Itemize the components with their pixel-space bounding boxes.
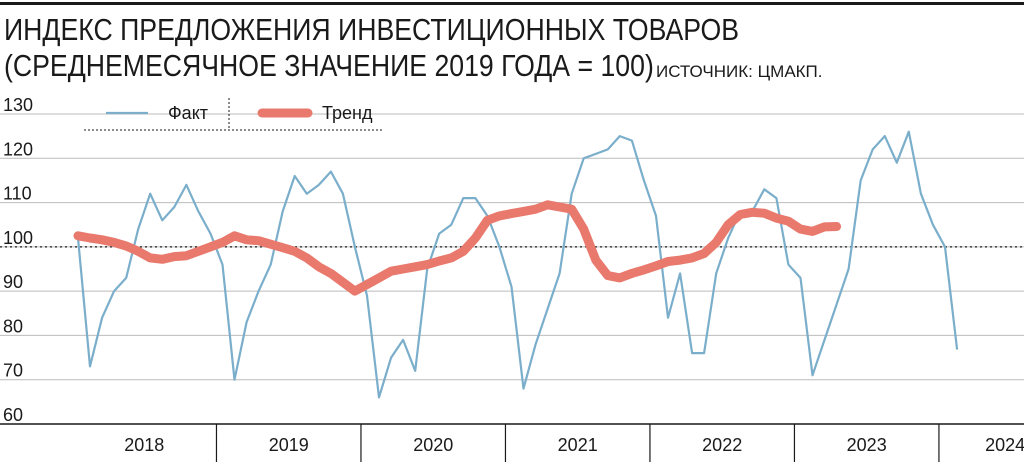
- top-rule: [0, 2, 1024, 5]
- series-fact-line: [76, 130, 959, 399]
- year-label-2022: 2022: [702, 435, 742, 455]
- y-tick-label-120: 120: [3, 139, 33, 159]
- year-label-2019: 2019: [269, 435, 309, 455]
- chart-source: ИСТОЧНИК: ЦМАКП.: [656, 62, 823, 81]
- year-label-2020: 2020: [413, 435, 453, 455]
- series-trend-line: [73, 200, 842, 296]
- year-label-2024: 2024: [985, 435, 1024, 455]
- y-tick-label-70: 70: [3, 361, 23, 381]
- y-tick-label-90: 90: [3, 272, 23, 292]
- y-tick-label-110: 110: [3, 184, 32, 204]
- year-label-2023: 2023: [847, 435, 887, 455]
- year-label-2021: 2021: [558, 435, 598, 455]
- y-tick-label-80: 80: [3, 316, 23, 336]
- y-tick-label-100: 100: [3, 228, 33, 248]
- year-label-2018: 2018: [124, 435, 164, 455]
- y-tick-label-60: 60: [3, 405, 23, 425]
- legend-label-fact: Факт: [168, 103, 208, 123]
- y-tick-label-130: 130: [3, 95, 33, 115]
- legend-label-trend: Тренд: [322, 103, 373, 123]
- chart-title-line-2: (СРЕДНЕМЕСЯЧНОЕ ЗНАЧЕНИЕ 2019 ГОДА = 100…: [4, 48, 654, 83]
- chart-title-line-1: ИНДЕКС ПРЕДЛОЖЕНИЯ ИНВЕСТИЦИОННЫХ ТОВАРО…: [4, 12, 739, 47]
